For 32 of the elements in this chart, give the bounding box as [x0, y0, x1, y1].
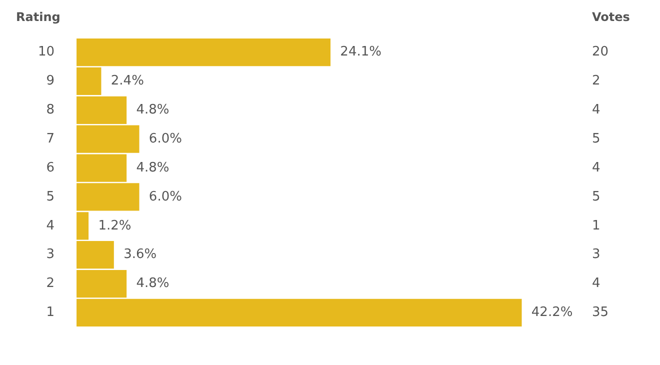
y-axis-title: Rating [16, 10, 60, 24]
text: 4 [592, 102, 600, 118]
data-label: 4.8% [136, 276, 170, 292]
data-label: 6.0% [148, 189, 182, 204]
data-label: 2.4% [110, 74, 144, 89]
text: 2 [592, 74, 600, 89]
data-label: 4.8% [136, 102, 170, 118]
text: 1 [592, 218, 600, 234]
y-tick-label: 8 [46, 102, 55, 118]
data-label: 6.0% [148, 131, 182, 146]
y-tick-label: 4 [46, 218, 55, 234]
y-tick-label: 5 [46, 189, 55, 204]
y-tick-label: 3 [46, 247, 55, 262]
text: 3 [592, 247, 600, 262]
data-label: 4.8% [136, 160, 170, 176]
data-label: 3.6% [124, 247, 157, 262]
data-label: 1.2% [98, 218, 132, 234]
y-tick-label: 6 [46, 160, 55, 176]
data-label: 42.2% [531, 305, 573, 320]
y-tick-label: 2 [46, 276, 55, 292]
text: 5 [592, 131, 600, 146]
y-tick-label: 10 [38, 44, 55, 60]
y-tick-label: 7 [46, 131, 55, 146]
y-tick-label: 9 [46, 74, 55, 89]
text: Votes [592, 10, 630, 24]
text: 5 [592, 189, 600, 204]
data-label: 24.1% [340, 44, 382, 60]
text: 4 [592, 276, 600, 292]
text: 35 [592, 305, 609, 320]
y-tick-label: 1 [46, 305, 55, 320]
text: 4 [592, 160, 600, 176]
text: 20 [592, 44, 609, 60]
